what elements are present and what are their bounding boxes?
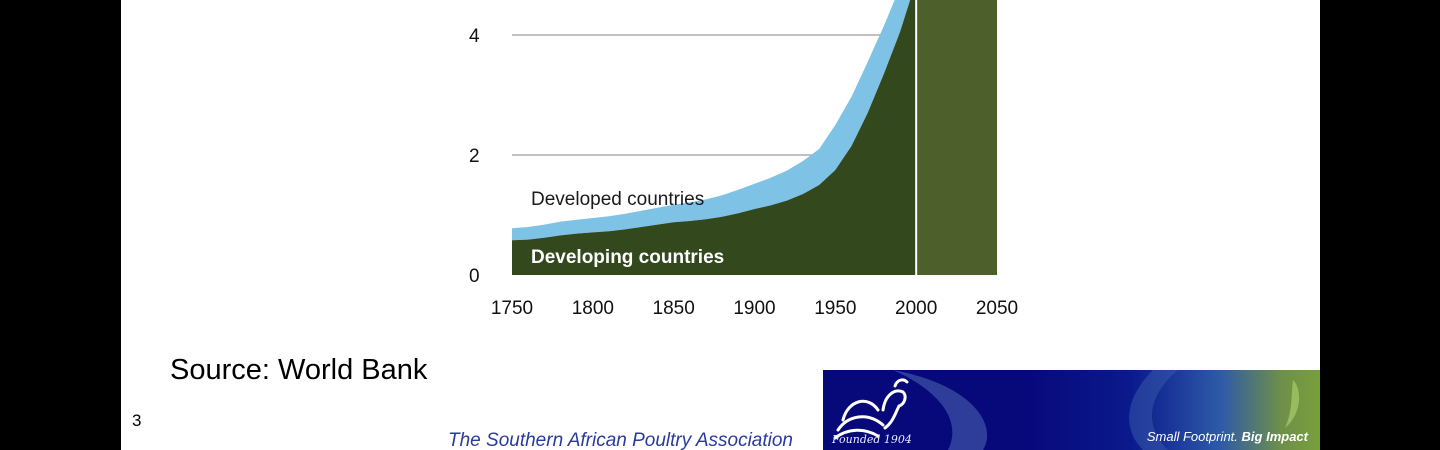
slide-number: 3 (132, 411, 142, 430)
banner-swoosh-left (893, 370, 988, 450)
tagline-bold: Big Impact (1241, 429, 1308, 444)
x-tick-label-1950: 1950 (814, 298, 856, 319)
association-banner: Founded 1904 Small Footprint. Big Impact (823, 370, 1320, 450)
y-tick-label-2: 2 (469, 146, 480, 167)
tagline-prefix: Small Footprint. (1146, 429, 1238, 444)
slide: 0 2 4 1750 1800 1850 1900 1950 2000 2050 Develop… (121, 0, 1320, 450)
x-tick-label-1850: 1850 (653, 298, 695, 319)
population-area-chart: 0 2 4 1750 1800 1850 1900 1950 2000 2050 Develop… (469, 0, 1018, 319)
series-label-developed: Developed countries (531, 189, 704, 210)
banner-leaf (1285, 380, 1300, 428)
organization-name: The Southern African Poultry Association (448, 430, 793, 450)
x-tick-label-1750: 1750 (491, 298, 533, 319)
banner-tagline: Small Footprint. Big Impact (1147, 429, 1308, 444)
y-tick-label-0: 0 (469, 266, 480, 287)
x-tick-label-2000: 2000 (895, 298, 937, 319)
area-developing-countries (512, 0, 917, 275)
series-label-developing: Developing countries (531, 247, 724, 268)
x-tick-label-1900: 1900 (733, 298, 775, 319)
area-developed-countries (512, 0, 911, 241)
x-tick-label-2050: 2050 (976, 298, 1018, 319)
banner-swoosh-right (1129, 370, 1178, 450)
source-note: Source: World Bank (170, 354, 428, 386)
rooster-logo-icon (833, 378, 909, 440)
founded-label: Founded 1904 (832, 433, 912, 446)
y-tick-label-4: 4 (469, 26, 480, 47)
x-tick-label-1800: 1800 (572, 298, 614, 319)
projection-band (916, 0, 997, 275)
